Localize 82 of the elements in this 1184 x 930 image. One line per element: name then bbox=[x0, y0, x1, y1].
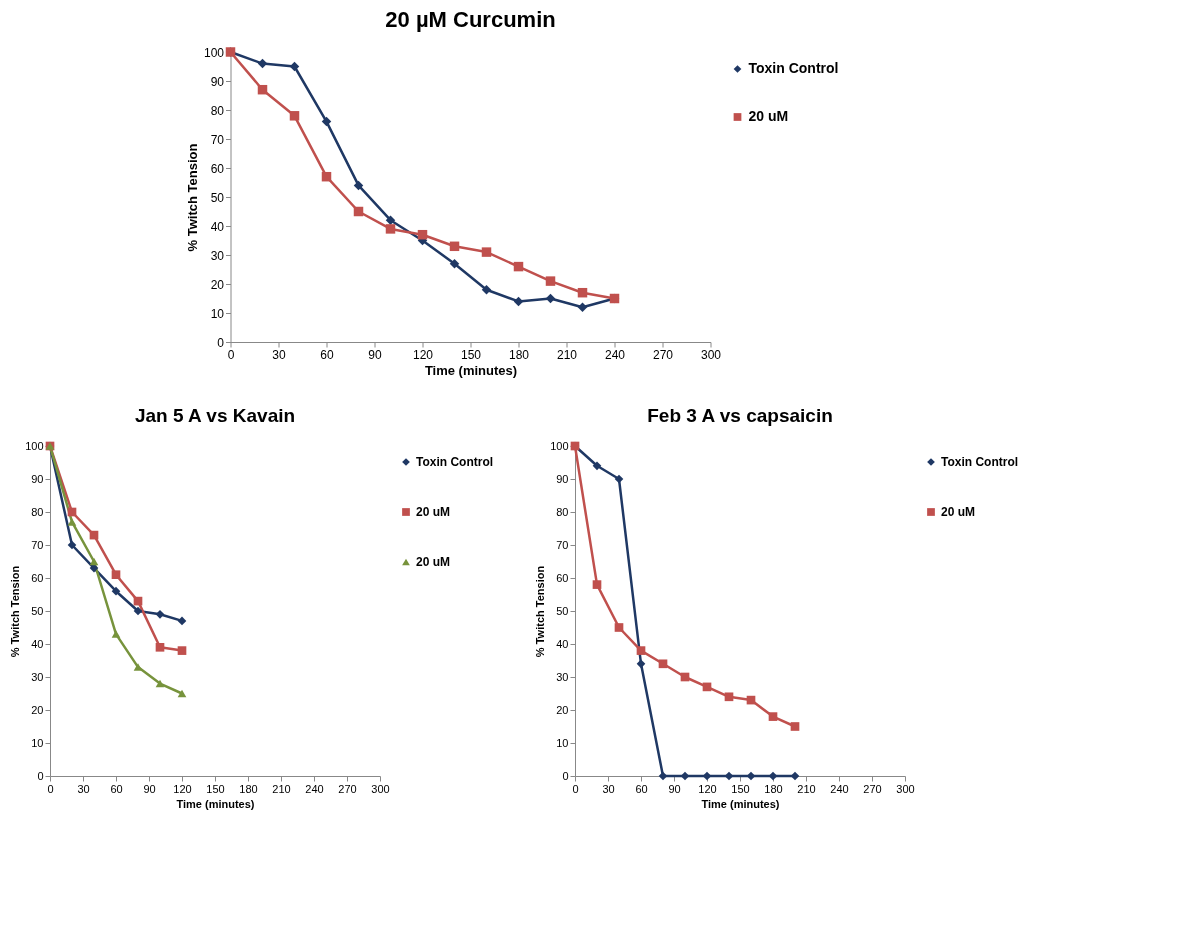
y-tick-label: 70 bbox=[556, 538, 569, 551]
x-tick-label: 150 bbox=[731, 782, 750, 795]
y-tick-label: 90 bbox=[556, 472, 569, 485]
x-axis-title: Time (minutes) bbox=[701, 797, 780, 810]
y-tick-label: 80 bbox=[210, 103, 225, 118]
y-tick-label: 30 bbox=[210, 248, 225, 263]
x-tick-label: 120 bbox=[173, 782, 192, 795]
y-tick-label: 30 bbox=[31, 670, 44, 683]
y-tick-label: 70 bbox=[31, 538, 44, 551]
x-tick-label: 0 bbox=[227, 347, 235, 362]
x-tick-label: 90 bbox=[368, 347, 382, 362]
y-tick-label: 20 bbox=[31, 703, 44, 716]
x-tick-label: 270 bbox=[863, 782, 882, 795]
x-tick-label: 30 bbox=[77, 782, 90, 795]
y-tick-label: 60 bbox=[210, 161, 225, 176]
y-tick-label: 80 bbox=[556, 505, 569, 518]
x-tick-label: 210 bbox=[556, 347, 578, 362]
legend-label: 20 uM bbox=[416, 555, 451, 569]
y-tick-label: 20 bbox=[210, 277, 225, 292]
y-tick-label: 40 bbox=[556, 637, 569, 650]
y-tick-label: 0 bbox=[562, 769, 569, 782]
x-tick-label: 120 bbox=[698, 782, 717, 795]
x-tick-label: 210 bbox=[272, 782, 291, 795]
legend-label: 20 uM bbox=[748, 108, 789, 124]
x-tick-label: 240 bbox=[305, 782, 324, 795]
x-tick-label: 270 bbox=[338, 782, 357, 795]
x-axis-title: Time (minutes) bbox=[176, 797, 255, 810]
x-tick-label: 150 bbox=[206, 782, 225, 795]
legend-label: Toxin Control bbox=[416, 455, 494, 469]
y-tick-label: 90 bbox=[31, 472, 44, 485]
x-tick-label: 180 bbox=[764, 782, 783, 795]
y-tick-label: 100 bbox=[203, 45, 225, 60]
x-tick-label: 300 bbox=[371, 782, 390, 795]
x-tick-label: 90 bbox=[143, 782, 156, 795]
x-tick-label: 300 bbox=[700, 347, 722, 362]
y-tick-label: 50 bbox=[31, 604, 44, 617]
y-tick-label: 30 bbox=[556, 670, 569, 683]
y-tick-label: 40 bbox=[210, 219, 225, 234]
x-tick-label: 240 bbox=[830, 782, 849, 795]
x-tick-label: 240 bbox=[604, 347, 626, 362]
y-tick-label: 100 bbox=[25, 439, 44, 452]
y-tick-label: 50 bbox=[556, 604, 569, 617]
x-tick-label: 30 bbox=[272, 347, 286, 362]
y-tick-label: 20 bbox=[556, 703, 569, 716]
x-tick-label: 180 bbox=[508, 347, 530, 362]
x-tick-label: 0 bbox=[572, 782, 579, 795]
y-tick-label: 80 bbox=[31, 505, 44, 518]
x-axis-title: Time (minutes) bbox=[424, 362, 518, 378]
y-axis-title: % Twitch Tension bbox=[184, 143, 200, 252]
x-tick-label: 300 bbox=[896, 782, 915, 795]
x-tick-label: 150 bbox=[460, 347, 482, 362]
x-tick-label: 180 bbox=[239, 782, 258, 795]
chart-title: 20 µM Curcumin bbox=[385, 7, 556, 32]
y-tick-label: 10 bbox=[31, 736, 44, 749]
chart-title: Feb 3 A vs capsaicin bbox=[647, 405, 833, 426]
x-tick-label: 60 bbox=[635, 782, 648, 795]
x-tick-label: 90 bbox=[668, 782, 681, 795]
legend-label: 20 uM bbox=[941, 505, 976, 519]
y-tick-label: 0 bbox=[37, 769, 44, 782]
x-tick-label: 270 bbox=[652, 347, 674, 362]
y-tick-label: 10 bbox=[556, 736, 569, 749]
y-tick-label: 0 bbox=[217, 335, 225, 350]
legend-label: 20 uM bbox=[416, 505, 451, 519]
x-tick-label: 120 bbox=[412, 347, 434, 362]
y-axis-title: % Twitch Tension bbox=[9, 565, 22, 658]
y-tick-label: 50 bbox=[210, 190, 225, 205]
y-tick-label: 60 bbox=[31, 571, 44, 584]
x-tick-label: 30 bbox=[602, 782, 615, 795]
legend-label: Toxin Control bbox=[748, 60, 839, 76]
x-tick-label: 210 bbox=[797, 782, 816, 795]
y-tick-label: 100 bbox=[550, 439, 569, 452]
y-tick-label: 70 bbox=[210, 132, 225, 147]
y-tick-label: 60 bbox=[556, 571, 569, 584]
chart-title: Jan 5 A vs Kavain bbox=[134, 405, 296, 426]
legend-label: Toxin Control bbox=[941, 455, 1019, 469]
y-tick-label: 90 bbox=[210, 74, 225, 89]
y-tick-label: 40 bbox=[31, 637, 44, 650]
x-tick-label: 60 bbox=[320, 347, 334, 362]
y-tick-label: 10 bbox=[210, 306, 225, 321]
y-axis-title: % Twitch Tension bbox=[534, 565, 547, 658]
x-tick-label: 0 bbox=[47, 782, 54, 795]
x-tick-label: 60 bbox=[110, 782, 123, 795]
